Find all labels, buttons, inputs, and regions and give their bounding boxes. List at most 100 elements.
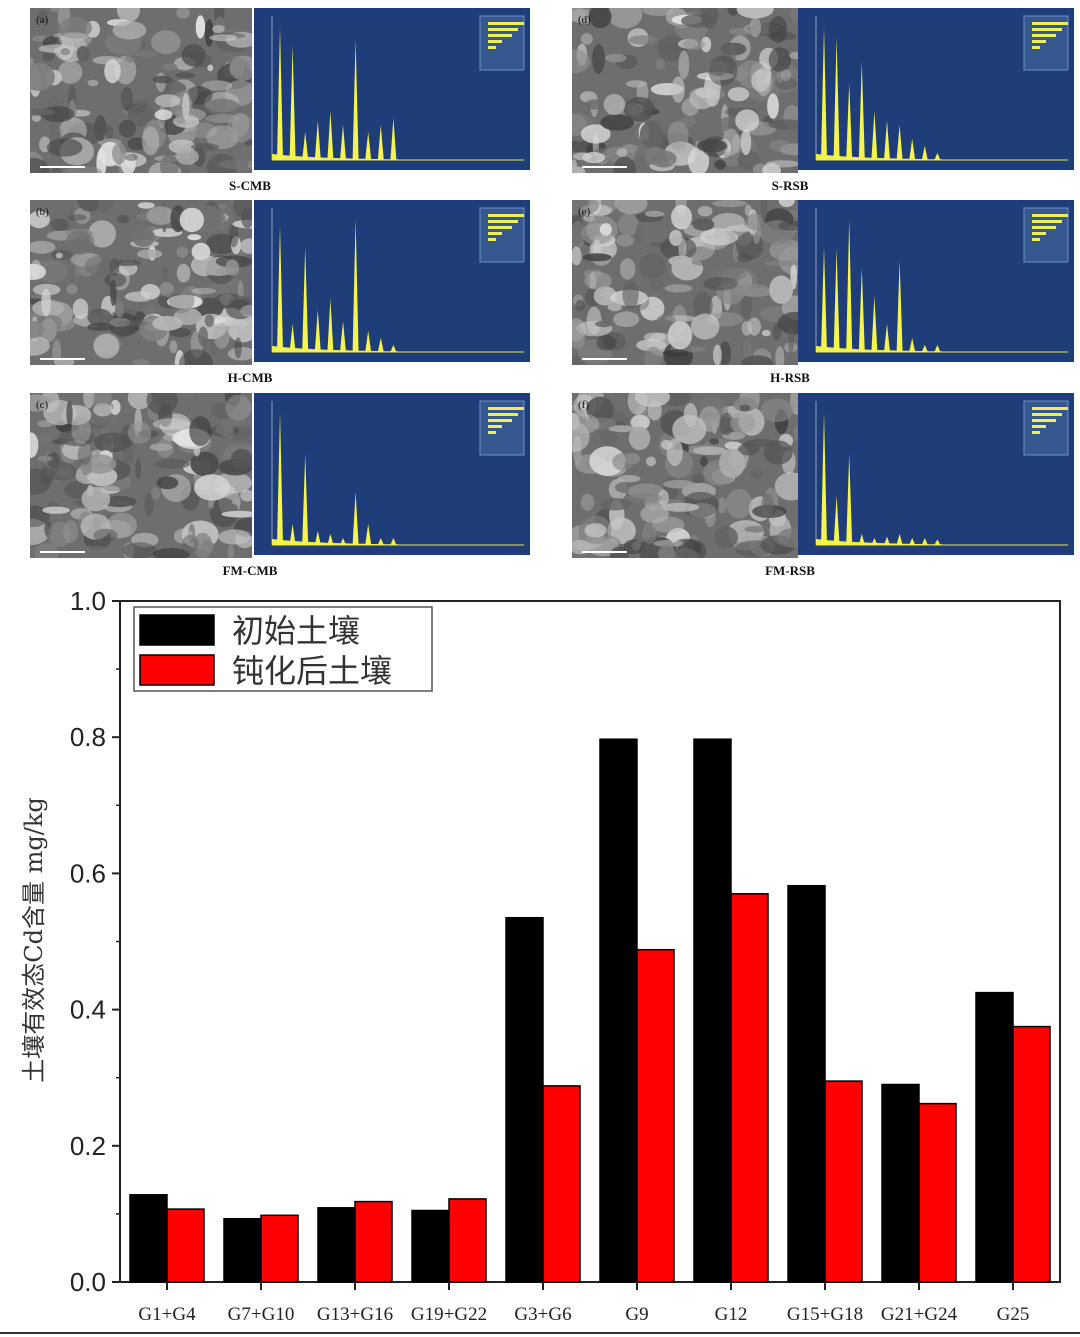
x-tick-label: G9	[625, 1304, 648, 1325]
bar-initial-2	[317, 1207, 356, 1283]
edx-peak	[833, 248, 840, 352]
bar-initial-6	[693, 738, 732, 1283]
panel-caption-a: S-CMB	[229, 178, 271, 193]
bar-passivated-0	[166, 1208, 205, 1283]
panel-caption-b: H-CMB	[227, 370, 273, 385]
edx-peak	[858, 62, 865, 160]
edx-peak	[277, 412, 283, 545]
edx-spectrum-d	[798, 8, 1074, 170]
edx-peak	[327, 298, 334, 352]
edx-peak	[921, 345, 928, 352]
edx-peak	[327, 111, 334, 160]
edx-peak	[377, 338, 384, 352]
edx-peak	[909, 338, 916, 352]
cd-bar-chart: 土壤有效态Cd含量 mg/kg 0.0 0.2 0.4 0.6 0.8 1.0 G1+G4 G…	[20, 586, 1061, 1325]
edx-peak	[846, 219, 853, 352]
edx-peak	[921, 538, 928, 545]
y-tick-label: 0.2	[70, 1131, 106, 1161]
edx-peak	[365, 331, 372, 352]
edx-peak	[302, 132, 309, 160]
panel-letter-c: (c)	[36, 399, 49, 411]
edx-spectrum-c	[254, 393, 530, 555]
edx-peak	[377, 125, 384, 160]
y-tick-label: 0.0	[70, 1267, 106, 1297]
edx-peak	[340, 538, 346, 545]
legend-swatch-1	[139, 654, 215, 686]
edx-peak	[352, 491, 359, 545]
edx-peak	[921, 146, 928, 160]
sem-image-f: (f)	[572, 393, 798, 558]
x-tick-label: G19+G22	[411, 1304, 487, 1325]
bar-passivated-1	[260, 1214, 299, 1283]
edx-peak	[896, 533, 903, 545]
edx-peak	[365, 524, 372, 545]
edx-peak	[314, 120, 321, 160]
edx-peak	[821, 27, 827, 160]
edx-peak	[302, 454, 309, 545]
bar-initial-8	[881, 1083, 920, 1283]
edx-peak	[390, 345, 397, 352]
panel-caption-f: FM-RSB	[765, 563, 815, 578]
edx-peak	[871, 538, 878, 545]
plot-area: 0.0 0.2 0.4 0.6 0.8 1.0 G1+G4 G7+G10 G13+G16 G19+…	[70, 586, 1061, 1325]
panel-letter-f: (f)	[578, 399, 589, 411]
edx-peak	[833, 496, 840, 545]
edx-peak	[289, 324, 296, 352]
legend-swatch-0	[139, 614, 215, 646]
panel-caption-d: S-RSB	[771, 178, 809, 193]
edx-peak	[934, 153, 941, 160]
sem-image-b: (b)	[30, 200, 252, 365]
y-tick-label: 1.0	[70, 586, 106, 616]
edx-spectrum-f	[798, 393, 1074, 555]
edx-peak	[302, 247, 309, 352]
edx-peak	[884, 324, 890, 352]
bottom-rule	[0, 1332, 1080, 1334]
panel-caption-c: FM-CMB	[222, 563, 278, 578]
bar-initial-7	[787, 884, 826, 1283]
edx-peak	[884, 536, 890, 545]
x-tick-label: G7+G10	[228, 1304, 295, 1325]
edx-peak	[871, 296, 878, 352]
edx-peak	[352, 219, 359, 352]
x-tick-label: G13+G16	[317, 1304, 393, 1325]
bar-initial-3	[411, 1209, 450, 1283]
edx-peak	[365, 132, 372, 160]
edx-peak	[390, 538, 397, 545]
edx-peak	[277, 226, 283, 352]
edx-peak	[846, 83, 853, 160]
bar-initial-9	[975, 991, 1014, 1283]
bar-passivated-3	[448, 1198, 487, 1283]
edx-peak	[909, 139, 916, 160]
bar-passivated-6	[730, 893, 769, 1283]
edx-spectrum-a	[254, 8, 530, 170]
y-axis-label: 土壤有效态Cd含量 mg/kg	[20, 797, 48, 1082]
panel-caption-e: H-RSB	[770, 370, 810, 385]
y-tick-label: 0.4	[70, 995, 106, 1025]
legend-label-0: 初始土壤	[232, 612, 360, 650]
y-tick-label: 0.8	[70, 722, 106, 752]
bar-initial-0	[129, 1194, 168, 1283]
edx-peak	[289, 45, 296, 161]
y-tick-label: 0.6	[70, 858, 106, 888]
legend-label-1: 钝化后土壤	[232, 652, 392, 690]
edx-peak	[896, 261, 903, 352]
sem-image-c: (c)	[30, 393, 252, 558]
x-tick-label: G25	[997, 1304, 1030, 1325]
edx-peak	[289, 524, 296, 545]
edx-peak	[934, 539, 941, 545]
edx-peak	[821, 412, 827, 545]
x-tick-label: G12	[715, 1304, 748, 1325]
edx-peak	[934, 345, 941, 352]
bar-initial-5	[599, 738, 638, 1283]
edx-spectrum-e	[798, 200, 1074, 362]
bar-passivated-7	[824, 1080, 863, 1283]
edx-peak	[833, 36, 840, 160]
bar-passivated-5	[636, 948, 675, 1283]
edx-peak	[821, 247, 827, 352]
x-tick-label: G21+G24	[881, 1304, 958, 1325]
edx-peak	[340, 321, 346, 352]
edx-peak	[896, 125, 903, 160]
bar-initial-1	[223, 1217, 262, 1283]
edx-peak	[314, 310, 321, 352]
edx-peak	[909, 538, 916, 545]
